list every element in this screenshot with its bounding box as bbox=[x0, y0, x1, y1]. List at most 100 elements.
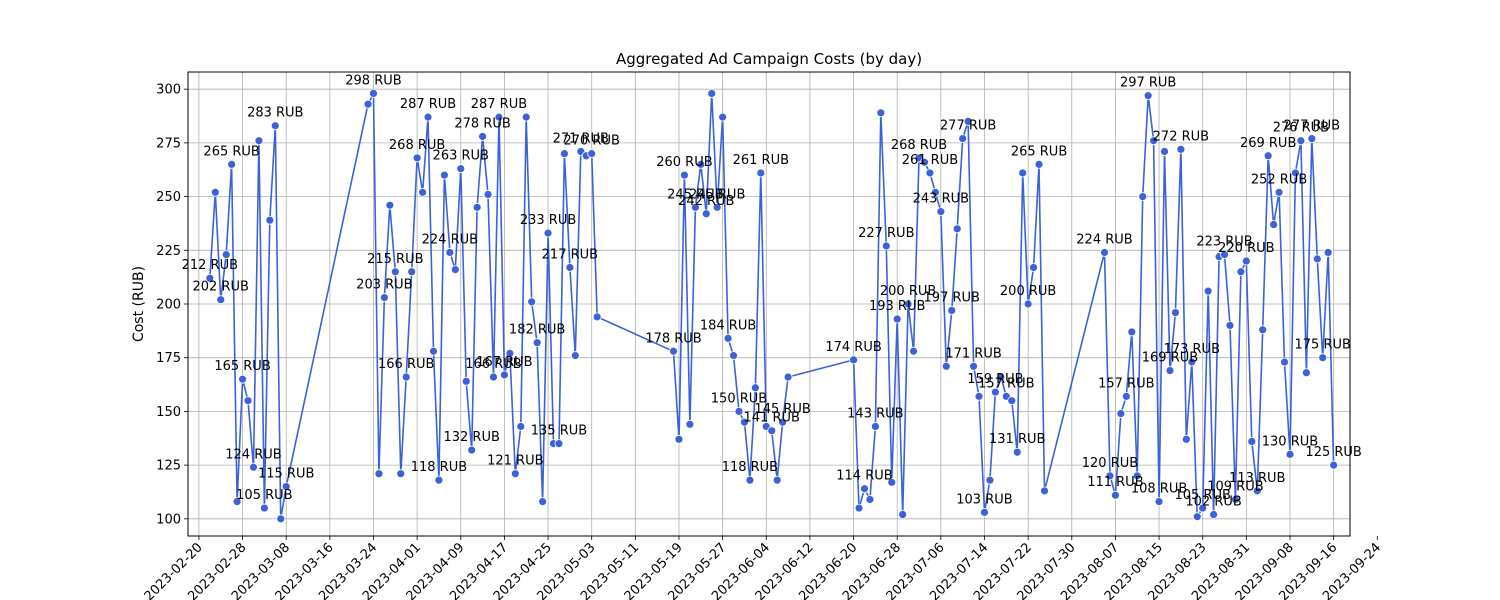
data-label: 245 RUB bbox=[667, 187, 723, 202]
data-point bbox=[772, 475, 782, 485]
data-label: 159 RUB bbox=[967, 372, 1023, 387]
data-point bbox=[1023, 299, 1033, 309]
data-point bbox=[532, 338, 542, 348]
data-point bbox=[510, 469, 520, 479]
data-point bbox=[783, 372, 793, 382]
data-label: 130 RUB bbox=[1262, 434, 1318, 449]
y-tick-label: 200 bbox=[156, 298, 181, 313]
y-tick-label: 300 bbox=[156, 83, 181, 98]
data-point bbox=[712, 202, 722, 212]
data-point bbox=[680, 170, 689, 180]
data-label: 115 RUB bbox=[258, 467, 314, 482]
data-point bbox=[1231, 495, 1240, 504]
data-point bbox=[723, 333, 733, 343]
data-point bbox=[936, 207, 946, 217]
data-label: 200 RUB bbox=[880, 284, 936, 299]
data-label: 132 RUB bbox=[443, 430, 499, 445]
data-label: 124 RUB bbox=[225, 447, 281, 462]
data-point bbox=[276, 514, 286, 524]
data-point bbox=[587, 149, 597, 159]
data-label: 271 RUB bbox=[553, 131, 609, 146]
data-label: 166 RUB bbox=[378, 357, 434, 372]
data-point bbox=[221, 250, 231, 259]
data-point bbox=[887, 477, 897, 487]
y-tick-label: 175 bbox=[156, 351, 181, 366]
data-point bbox=[1296, 136, 1306, 146]
data-point bbox=[969, 361, 978, 371]
data-label: 157 RUB bbox=[1098, 376, 1154, 391]
data-label: 141 RUB bbox=[744, 411, 800, 426]
data-point bbox=[876, 108, 886, 118]
data-label: 215 RUB bbox=[367, 252, 423, 267]
data-point bbox=[1269, 220, 1279, 229]
data-point bbox=[1307, 134, 1317, 143]
series bbox=[205, 89, 1339, 524]
data-point bbox=[1100, 248, 1109, 257]
data-point bbox=[1187, 357, 1197, 367]
data-point bbox=[1258, 325, 1268, 335]
data-label: 263 RUB bbox=[433, 149, 489, 164]
data-label: 272 RUB bbox=[1153, 129, 1209, 144]
data-point bbox=[750, 383, 760, 393]
data-point bbox=[1274, 187, 1284, 197]
data-point bbox=[892, 314, 902, 324]
data-point bbox=[1323, 248, 1333, 257]
data-point bbox=[1121, 391, 1131, 401]
data-point bbox=[674, 434, 684, 444]
data-label: 105 RUB bbox=[1174, 488, 1230, 503]
data-label: 150 RUB bbox=[711, 391, 767, 406]
data-label: 265 RUB bbox=[1011, 144, 1067, 159]
data-label: 118 RUB bbox=[411, 460, 467, 475]
data-point bbox=[227, 159, 237, 169]
data-point bbox=[254, 136, 264, 146]
chart-title: Aggregated Ad Campaign Costs (by day) bbox=[616, 50, 922, 68]
data-point bbox=[1149, 136, 1159, 146]
data-point bbox=[1280, 357, 1289, 367]
data-label: 113 RUB bbox=[1229, 471, 1285, 486]
data-point bbox=[756, 168, 766, 178]
data-label: 145 RUB bbox=[754, 402, 810, 417]
data-point bbox=[554, 439, 564, 449]
data-point bbox=[1012, 447, 1022, 457]
data-point bbox=[516, 422, 526, 431]
data-point bbox=[418, 187, 427, 197]
data-point bbox=[1220, 250, 1229, 259]
data-point bbox=[205, 273, 215, 283]
data-point bbox=[270, 121, 280, 131]
data-point bbox=[740, 417, 749, 427]
data-point bbox=[429, 346, 438, 356]
data-point bbox=[472, 202, 482, 212]
data-point bbox=[374, 469, 384, 479]
data-point bbox=[570, 351, 580, 360]
x-axis: 2023-02-202023-02-282023-03-082023-03-16… bbox=[142, 536, 1384, 600]
data-point bbox=[974, 391, 984, 401]
data-label: 212 RUB bbox=[182, 258, 238, 273]
data-point bbox=[778, 417, 788, 427]
data-point bbox=[467, 445, 477, 455]
data-point bbox=[483, 190, 493, 199]
data-label: 118 RUB bbox=[722, 460, 778, 475]
data-point bbox=[1252, 486, 1262, 496]
data-point bbox=[423, 112, 433, 122]
data-point bbox=[745, 475, 755, 485]
data-point bbox=[412, 153, 422, 163]
data-point bbox=[369, 89, 378, 98]
data-point bbox=[265, 215, 275, 225]
data-point bbox=[865, 495, 875, 504]
y-tick-label: 250 bbox=[156, 190, 181, 205]
data-point bbox=[1318, 353, 1328, 363]
data-point bbox=[390, 267, 400, 277]
data-point bbox=[996, 372, 1006, 382]
data-label: 114 RUB bbox=[836, 469, 892, 484]
data-point bbox=[669, 346, 678, 356]
data-point bbox=[543, 228, 553, 238]
data-label: 197 RUB bbox=[924, 290, 980, 305]
data-point bbox=[980, 507, 989, 517]
data-point bbox=[690, 202, 700, 212]
data-point bbox=[958, 134, 968, 143]
data-label: 217 RUB bbox=[542, 247, 598, 262]
data-point bbox=[1105, 471, 1115, 481]
data-point bbox=[1236, 267, 1246, 277]
data-label: 276 RUB bbox=[1273, 121, 1329, 136]
data-label: 233 RUB bbox=[520, 213, 576, 228]
